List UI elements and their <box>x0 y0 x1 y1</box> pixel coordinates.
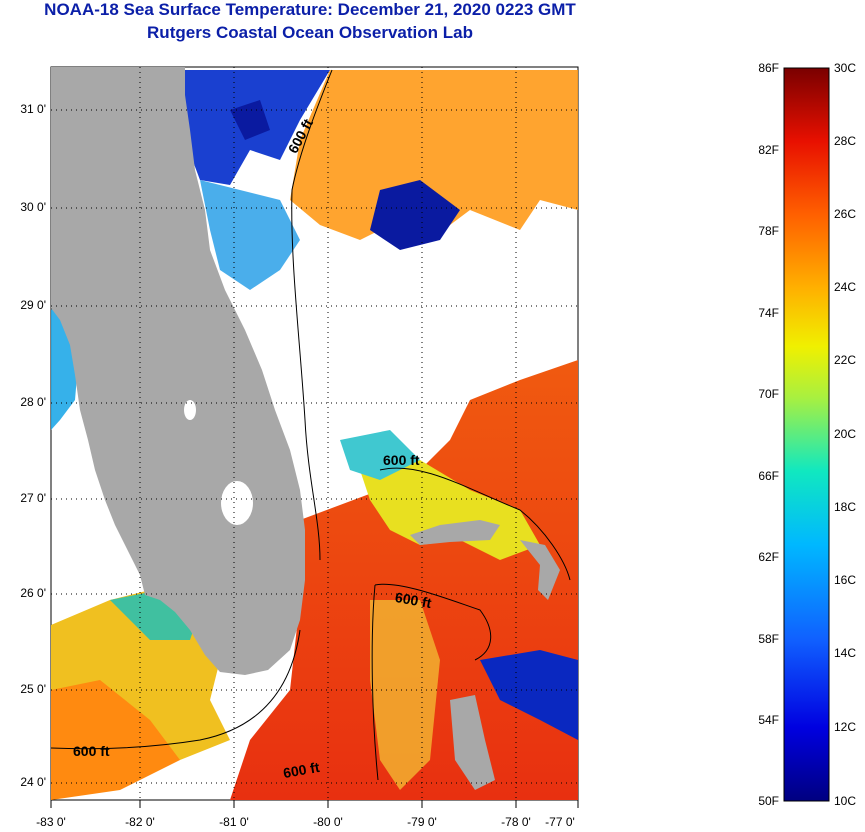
sea-region-north-warm <box>290 70 578 240</box>
colorbar-f-label: 78F <box>758 224 779 238</box>
sea-region-east-cold <box>480 650 578 740</box>
colorbar-c-label: 14C <box>834 646 857 660</box>
map-subtitle: Rutgers Coastal Ocean Observation Lab <box>147 23 473 42</box>
colorbar-c-label: 28C <box>834 134 857 148</box>
colorbar-c-label: 20C <box>834 427 857 441</box>
graticule <box>51 67 578 800</box>
lat-label: 28 0' <box>20 395 46 409</box>
inland-lake <box>184 400 196 420</box>
contour-600ft-west <box>291 69 333 561</box>
lon-label: -83 0' <box>36 815 66 829</box>
sea-region-bahamas-cool <box>340 430 420 480</box>
lat-label: 26 0' <box>20 586 46 600</box>
contour-600ft-south <box>50 629 301 750</box>
contour-label: 600 ft <box>73 743 110 759</box>
lat-label: 30 0' <box>20 200 46 214</box>
colorbar-f-label: 74F <box>758 306 779 320</box>
colorbar <box>783 67 830 802</box>
sea-region-cold-blobs-2 <box>230 100 270 140</box>
sea-region-bahamas-shelf <box>360 460 540 560</box>
colorbar-f-label: 50F <box>758 794 779 808</box>
sea-region-cold-blobs <box>370 180 460 250</box>
contour-label: 600 ft <box>383 452 420 468</box>
colorbar-f-label: 86F <box>758 61 779 75</box>
map-title: NOAA-18 Sea Surface Temperature: Decembe… <box>44 0 576 19</box>
colorbar-c-label: 16C <box>834 573 857 587</box>
colorbar-f-label: 58F <box>758 632 779 646</box>
land-abaco <box>520 540 560 600</box>
colorbar-c-label: 30C <box>834 61 857 75</box>
land-grand-bahama <box>410 520 500 545</box>
colorbar-c-label: 12C <box>834 720 857 734</box>
colorbar-c-label: 26C <box>834 207 857 221</box>
lon-label: -80 0' <box>313 815 343 829</box>
colorbar-c-label: 10C <box>834 794 857 808</box>
sea-region-gulf-southwest <box>51 680 180 800</box>
lon-label: -81 0' <box>219 815 249 829</box>
lon-label: -77 0' <box>545 815 575 829</box>
lon-label: -78 0' <box>501 815 531 829</box>
lake-okeechobee <box>221 481 253 525</box>
lat-label: 29 0' <box>20 298 46 312</box>
lon-label: -82 0' <box>125 815 155 829</box>
colorbar-f-label: 62F <box>758 550 779 564</box>
land-andros <box>450 695 495 790</box>
lon-label: -79 0' <box>407 815 437 829</box>
colorbar-f-label: 66F <box>758 469 779 483</box>
colorbar-c-label: 22C <box>834 353 857 367</box>
colorbar-c-label: 18C <box>834 500 857 514</box>
lat-label: 25 0' <box>20 682 46 696</box>
sea-region-north-cool <box>200 180 300 290</box>
colorbar-c-label: 24C <box>834 280 857 294</box>
lat-label: 27 0' <box>20 491 46 505</box>
colorbar-f-label: 54F <box>758 713 779 727</box>
lat-label: 24 0' <box>20 775 46 789</box>
axis-ticks <box>50 800 579 808</box>
lat-label: 31 0' <box>20 102 46 116</box>
contour-600ft-bahamas <box>371 467 571 781</box>
colorbar-f-label: 70F <box>758 387 779 401</box>
colorbar-f-label: 82F <box>758 143 779 157</box>
